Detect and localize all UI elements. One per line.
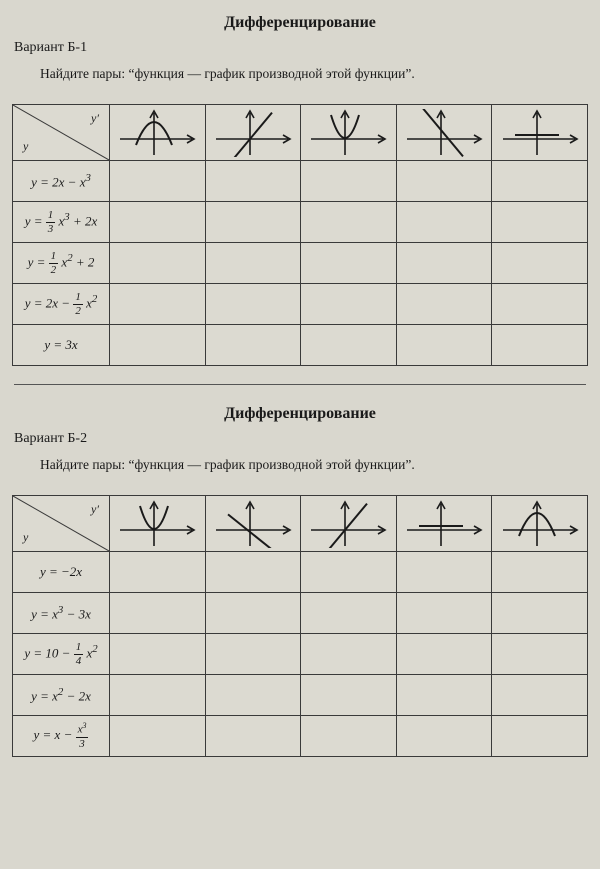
match-table: y′ y y = −2xy = x3 − 3xy = 10 − 14 x2y =… xyxy=(12,495,588,757)
answer-cell xyxy=(396,675,492,716)
function-cell: y = 2x − x3 xyxy=(13,161,110,202)
answer-cell xyxy=(396,552,492,593)
answer-cell xyxy=(205,634,301,675)
answer-cell xyxy=(492,634,588,675)
table-row: y = x3 − 3x xyxy=(13,593,588,634)
answer-cell xyxy=(492,675,588,716)
section-divider xyxy=(14,384,586,385)
answer-cell xyxy=(110,325,206,366)
answer-cell xyxy=(110,202,206,243)
answer-cell xyxy=(205,161,301,202)
graph-header-down-parabola xyxy=(492,496,588,552)
answer-cell xyxy=(110,284,206,325)
table-row: y = 10 − 14 x2 xyxy=(13,634,588,675)
corner-top-label: y′ xyxy=(91,111,99,126)
answer-cell xyxy=(110,675,206,716)
answer-cell xyxy=(301,284,397,325)
function-cell: y = 12 x2 + 2 xyxy=(13,243,110,284)
graph-header-up-parabola xyxy=(301,105,397,161)
answer-cell xyxy=(110,716,206,757)
header-row: y′ y xyxy=(13,105,588,161)
answer-cell xyxy=(396,716,492,757)
variant-label: Вариант Б-1 xyxy=(14,40,588,56)
function-cell: y = x − x33 xyxy=(13,716,110,757)
corner-cell: y′ y xyxy=(13,496,110,552)
table-row: y = x − x33 xyxy=(13,716,588,757)
answer-cell xyxy=(301,675,397,716)
corner-left-label: y xyxy=(23,139,28,154)
variant-label: Вариант Б-2 xyxy=(14,431,588,447)
match-table: y′ y y = 2x − x3y = 13 x3 + 2xy = 12 x2 … xyxy=(12,104,588,366)
section-title: Дифференцирование xyxy=(12,14,588,32)
answer-cell xyxy=(205,243,301,284)
table-row: y = 2x − x3 xyxy=(13,161,588,202)
answer-cell xyxy=(205,552,301,593)
corner-top-label: y′ xyxy=(91,502,99,517)
header-row: y′ y xyxy=(13,496,588,552)
answer-cell xyxy=(396,593,492,634)
section-title: Дифференцирование xyxy=(12,405,588,423)
answer-cell xyxy=(492,202,588,243)
answer-cell xyxy=(492,716,588,757)
answer-cell xyxy=(396,634,492,675)
answer-cell xyxy=(205,716,301,757)
answer-cell xyxy=(301,634,397,675)
answer-cell xyxy=(492,161,588,202)
table-row: y = 12 x2 + 2 xyxy=(13,243,588,284)
answer-cell xyxy=(301,202,397,243)
corner-left-label: y xyxy=(23,530,28,545)
answer-cell xyxy=(396,243,492,284)
answer-cell xyxy=(205,202,301,243)
graph-header-flat-line xyxy=(492,105,588,161)
answer-cell xyxy=(492,593,588,634)
function-cell: y = 3x xyxy=(13,325,110,366)
table-row: y = 13 x3 + 2x xyxy=(13,202,588,243)
answer-cell xyxy=(396,284,492,325)
function-cell: y = 2x − 12 x2 xyxy=(13,284,110,325)
answer-cell xyxy=(205,284,301,325)
answer-cell xyxy=(396,161,492,202)
graph-header-line-down-low xyxy=(205,496,301,552)
table-row: y = x2 − 2x xyxy=(13,675,588,716)
answer-cell xyxy=(110,243,206,284)
answer-cell xyxy=(205,593,301,634)
graph-header-down-parabola xyxy=(110,105,206,161)
function-cell: y = x3 − 3x xyxy=(13,593,110,634)
answer-cell xyxy=(396,325,492,366)
answer-cell xyxy=(110,634,206,675)
worksheet-section-2: Дифференцирование Вариант Б-2 Найдите па… xyxy=(12,405,588,757)
answer-cell xyxy=(301,593,397,634)
answer-cell xyxy=(396,202,492,243)
graph-header-line-up xyxy=(301,496,397,552)
function-cell: y = 13 x3 + 2x xyxy=(13,202,110,243)
answer-cell xyxy=(492,284,588,325)
corner-cell: y′ y xyxy=(13,105,110,161)
table-row: y = 2x − 12 x2 xyxy=(13,284,588,325)
table-row: y = −2x xyxy=(13,552,588,593)
graph-header-line-up xyxy=(205,105,301,161)
answer-cell xyxy=(301,716,397,757)
graph-header-line-down xyxy=(396,105,492,161)
function-cell: y = −2x xyxy=(13,552,110,593)
answer-cell xyxy=(492,243,588,284)
answer-cell xyxy=(301,325,397,366)
instruction-text: Найдите пары: “функция — график производ… xyxy=(40,457,588,473)
answer-cell xyxy=(110,552,206,593)
answer-cell xyxy=(492,552,588,593)
answer-cell xyxy=(301,552,397,593)
graph-header-flat-line xyxy=(396,496,492,552)
answer-cell xyxy=(110,593,206,634)
answer-cell xyxy=(301,161,397,202)
instruction-text: Найдите пары: “функция — график производ… xyxy=(40,66,588,82)
function-cell: y = 10 − 14 x2 xyxy=(13,634,110,675)
answer-cell xyxy=(110,161,206,202)
worksheet-section-1: Дифференцирование Вариант Б-1 Найдите па… xyxy=(12,14,588,366)
graph-header-up-parabola xyxy=(110,496,206,552)
answer-cell xyxy=(492,325,588,366)
answer-cell xyxy=(205,675,301,716)
table-row: y = 3x xyxy=(13,325,588,366)
answer-cell xyxy=(301,243,397,284)
function-cell: y = x2 − 2x xyxy=(13,675,110,716)
answer-cell xyxy=(205,325,301,366)
